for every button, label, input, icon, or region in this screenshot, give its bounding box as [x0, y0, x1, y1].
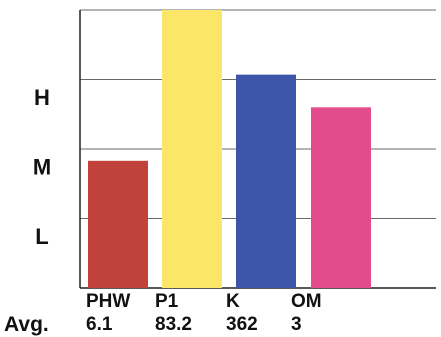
- avg-value-k: 362: [226, 314, 258, 335]
- avg-row-label: Avg.: [4, 313, 49, 336]
- y-level-label-m: M: [33, 154, 51, 179]
- avg-value-p1: 83.2: [155, 314, 192, 335]
- bar-om: [311, 107, 371, 288]
- bar-k: [236, 74, 296, 288]
- y-level-label-h: H: [34, 85, 50, 110]
- category-label-om: OM: [291, 291, 322, 312]
- y-level-label-l: L: [35, 224, 48, 249]
- category-label-k: K: [226, 291, 240, 312]
- avg-value-phw: 6.1: [86, 314, 113, 335]
- bar-phw: [88, 160, 148, 288]
- avg-value-om: 3: [291, 314, 302, 335]
- category-label-phw: PHW: [86, 291, 130, 312]
- bar-p1: [162, 10, 222, 288]
- category-label-p1: P1: [155, 291, 179, 312]
